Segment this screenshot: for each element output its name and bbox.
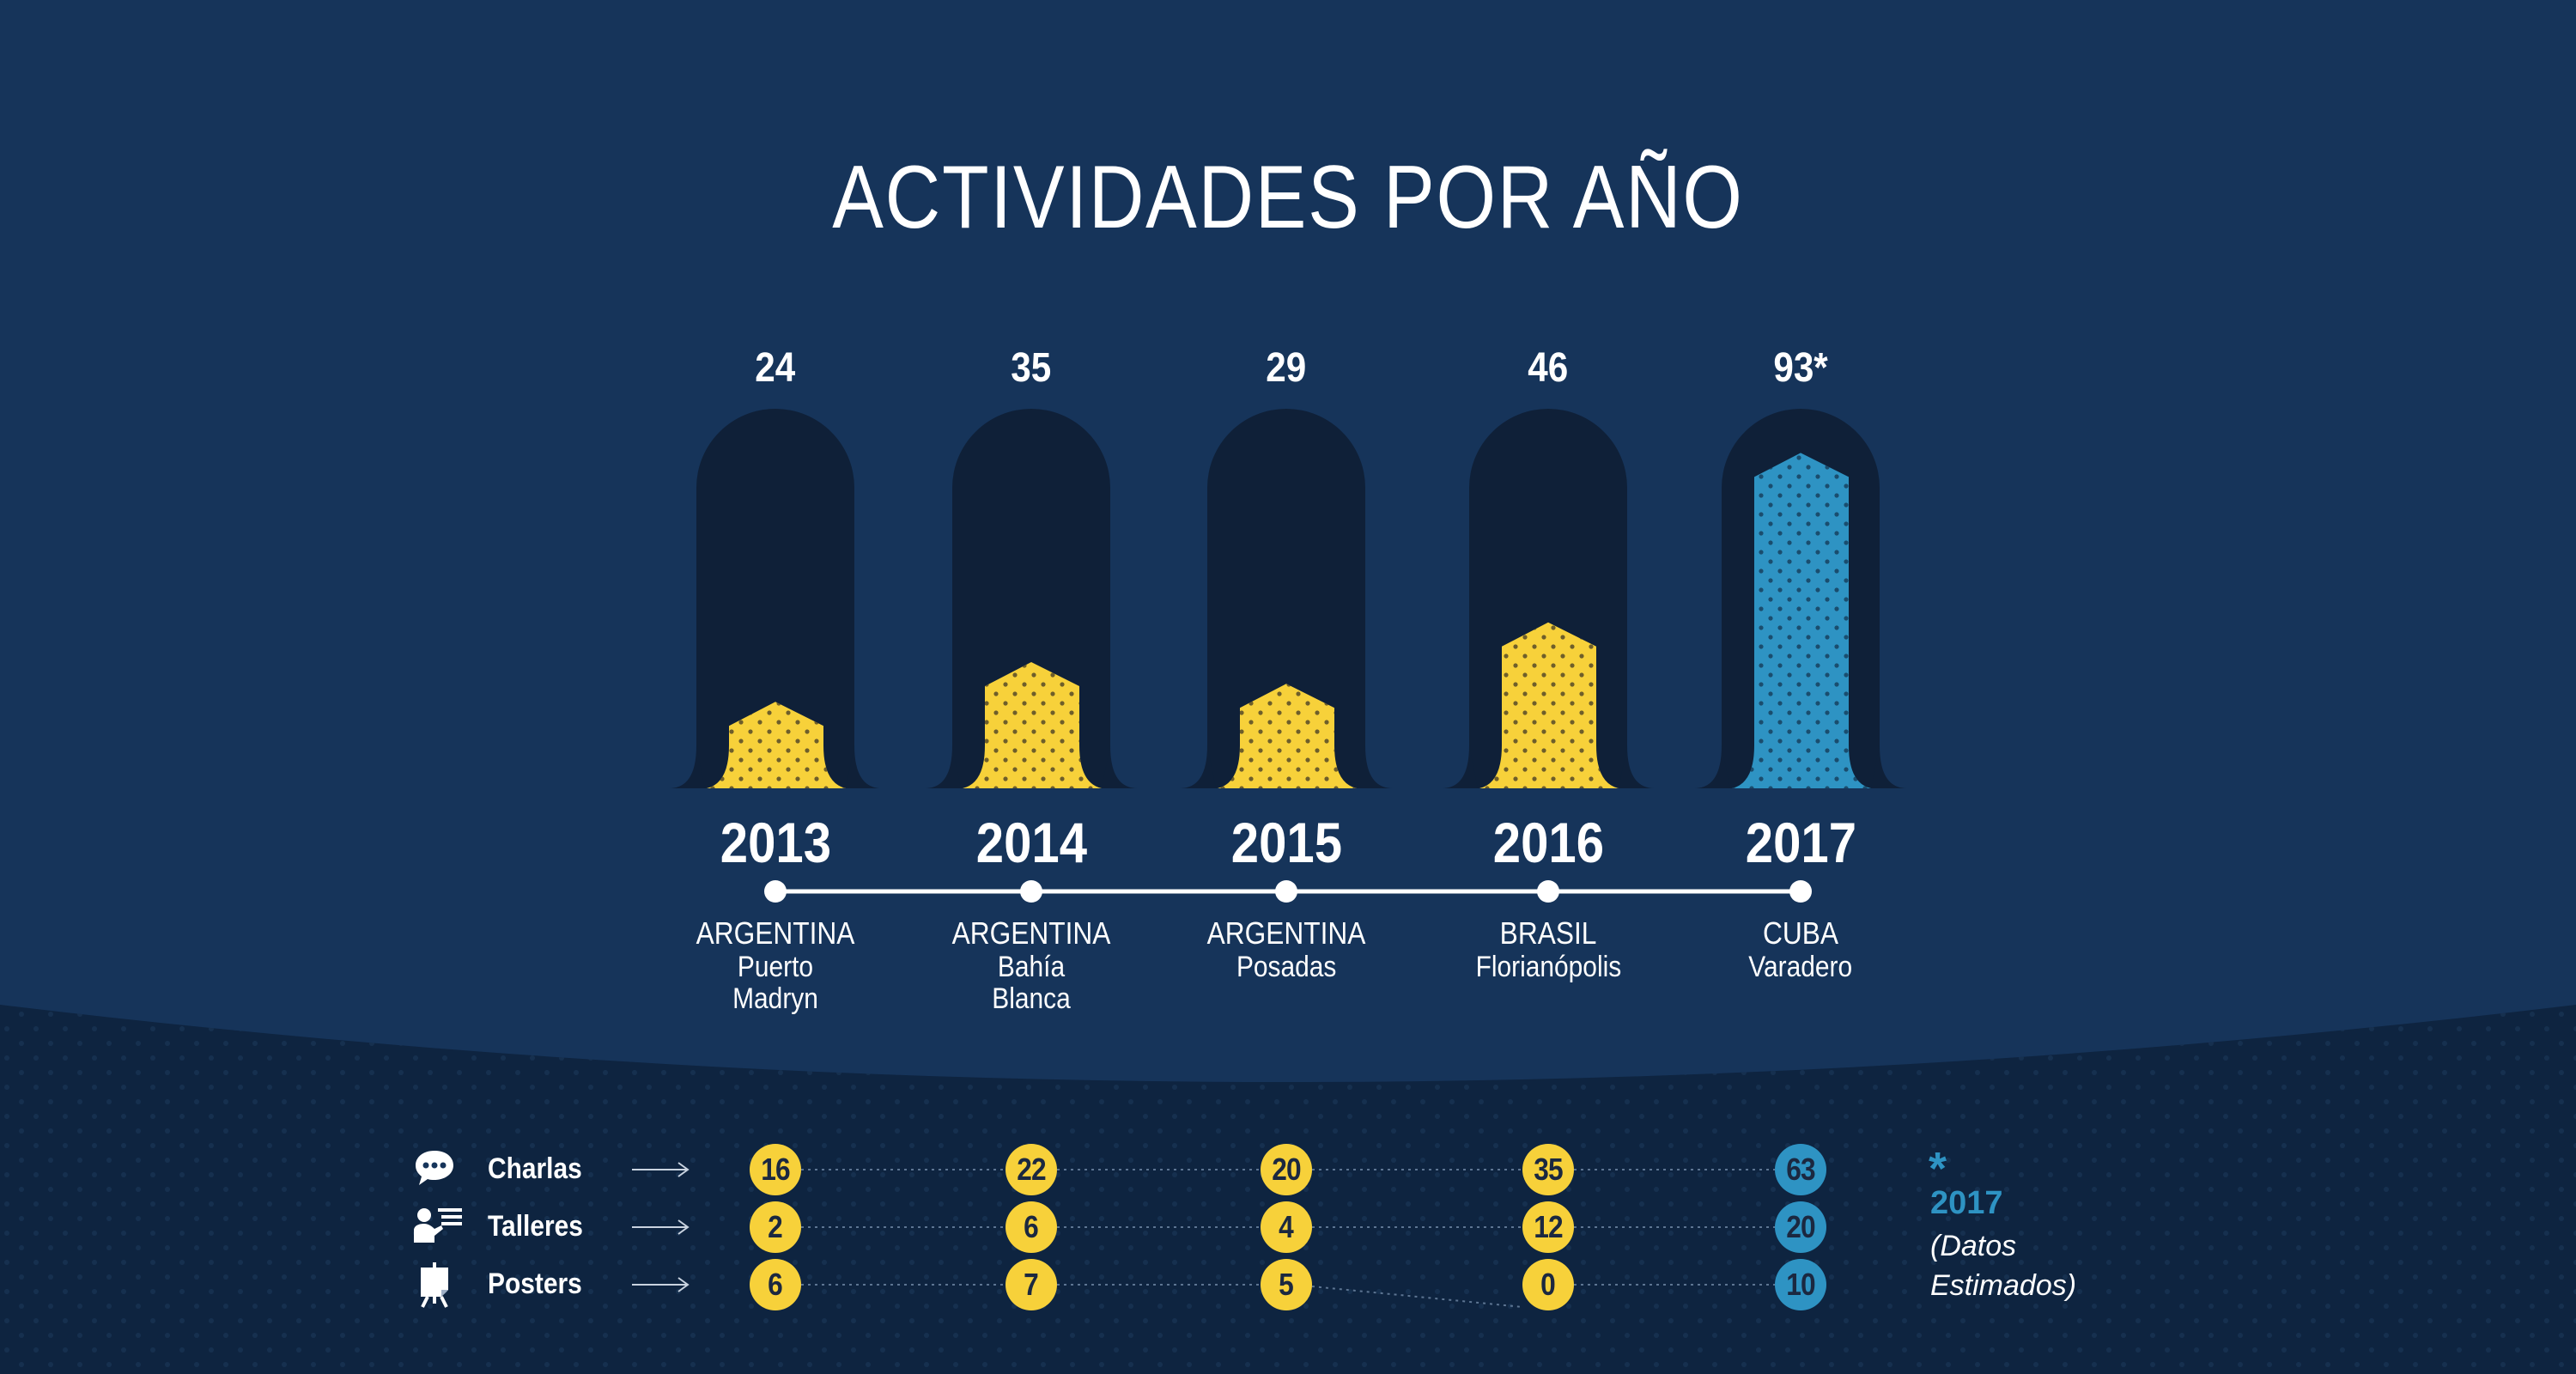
row-label-talleres: Talleres [488, 1210, 583, 1243]
bar-pattern-2014 [963, 662, 1102, 788]
presenter-icon [412, 1203, 462, 1248]
estimate-year: 2017 [1930, 1185, 2003, 1221]
total-label-2017: 93* [1773, 345, 1828, 391]
country-label-2014: ARGENTINA [951, 915, 1111, 951]
track-foot-right-2016 [1619, 745, 1655, 788]
timeline-dot-2017 [1789, 880, 1812, 903]
arrow-right-icon [632, 1276, 690, 1293]
city-label-2017: Varadero [1748, 951, 1853, 983]
chart-title: ACTIVIDADES POR AÑO [832, 148, 1744, 247]
track-foot-left-2015 [1180, 745, 1216, 788]
badge-talleres-2016: 12 [1522, 1201, 1574, 1253]
timeline-dot-2015 [1275, 880, 1297, 903]
badge-posters-2014: 7 [1005, 1259, 1057, 1310]
track-foot-right-2015 [1357, 745, 1393, 788]
track-2013 [696, 409, 854, 788]
year-label-2016: 2016 [1492, 811, 1604, 874]
badge-charlas-2016: 35 [1522, 1144, 1574, 1195]
city-label-2014: Bahía Blanca [992, 951, 1071, 1015]
track-foot-left-2016 [1442, 745, 1478, 788]
bar-pattern-2015 [1218, 684, 1357, 788]
bar-pattern-2013 [707, 702, 846, 788]
badge-posters-2013: 6 [750, 1259, 801, 1310]
year-label-2013: 2013 [720, 811, 831, 874]
speech-bubble-icon [412, 1146, 457, 1190]
track-foot-left-2017 [1694, 745, 1730, 788]
arrow-right-icon [632, 1161, 690, 1178]
timeline-dot-2013 [764, 880, 787, 903]
arrow-right-icon [632, 1219, 690, 1236]
badge-posters-2017: 10 [1775, 1259, 1826, 1310]
badge-charlas-2013: 16 [750, 1144, 801, 1195]
track-2015 [1207, 409, 1365, 788]
badge-posters-2015: 5 [1261, 1259, 1312, 1310]
city-label-2013: Puerto Madryn [732, 951, 818, 1015]
badge-charlas-2015: 20 [1261, 1144, 1312, 1195]
badge-talleres-2015: 4 [1261, 1201, 1312, 1253]
bar-pattern-2017 [1732, 453, 1871, 788]
row-label-charlas: Charlas [488, 1152, 582, 1185]
row-label-posters: Posters [488, 1268, 582, 1300]
year-label-2014: 2014 [975, 811, 1087, 874]
easel-poster-icon [412, 1261, 457, 1308]
track-foot-right-2014 [1102, 745, 1138, 788]
estimate-asterisk: * [1929, 1143, 1947, 1195]
country-label-2015: ARGENTINA [1206, 915, 1366, 951]
total-label-2014: 35 [1011, 345, 1052, 391]
badge-talleres-2017: 20 [1775, 1201, 1826, 1253]
badge-posters-2016: 0 [1522, 1259, 1574, 1310]
timeline-dot-2016 [1537, 880, 1559, 903]
track-foot-right-2013 [846, 745, 882, 788]
timeline-dot-2014 [1020, 880, 1042, 903]
bar-pattern-2016 [1479, 622, 1619, 788]
total-label-2013: 24 [755, 345, 796, 391]
year-label-2015: 2015 [1230, 811, 1342, 874]
country-label-2013: ARGENTINA [696, 915, 855, 951]
total-label-2016: 46 [1528, 345, 1569, 391]
badge-charlas-2017: 63 [1775, 1144, 1826, 1195]
connector-posters-2 [1311, 1286, 1523, 1308]
badge-talleres-2013: 2 [750, 1201, 801, 1253]
estimate-note: (Datos Estimados) [1930, 1230, 2077, 1302]
city-label-2015: Posadas [1236, 951, 1337, 983]
track-foot-right-2017 [1871, 745, 1907, 788]
country-label-2016: BRASIL [1499, 915, 1597, 951]
country-label-2017: CUBA [1762, 915, 1839, 951]
year-label-2017: 2017 [1745, 811, 1856, 874]
badge-charlas-2014: 22 [1005, 1144, 1057, 1195]
city-label-2016: Florianópolis [1475, 951, 1621, 983]
track-foot-left-2014 [925, 745, 961, 788]
total-label-2015: 29 [1266, 345, 1307, 391]
badge-talleres-2014: 6 [1005, 1201, 1057, 1253]
track-foot-left-2013 [669, 745, 705, 788]
